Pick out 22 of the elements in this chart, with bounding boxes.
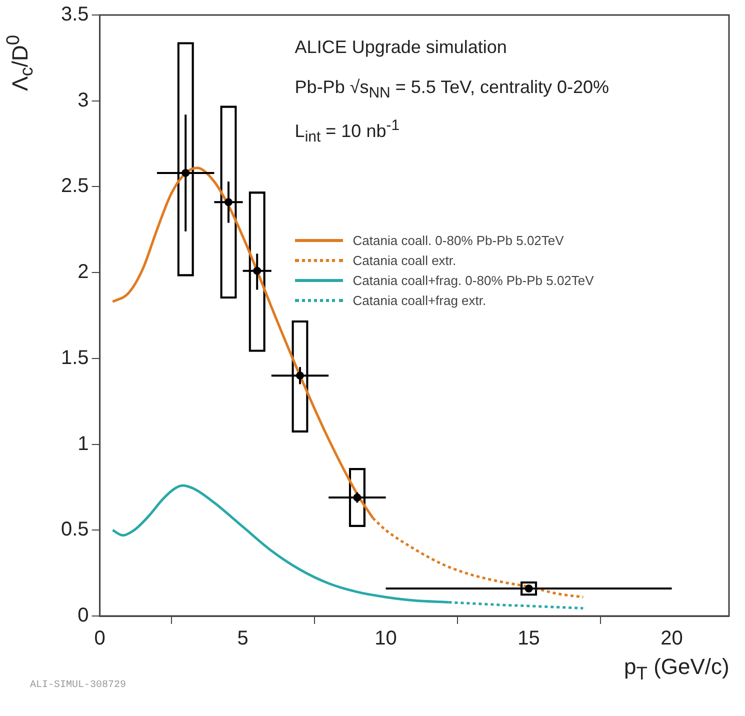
x-tick-label: 15	[518, 628, 540, 650]
legend-label: Catania coall+frag. 0-80% Pb-Pb 5.02TeV	[352, 272, 594, 288]
y-tick-label: 1	[78, 432, 89, 455]
x-tick-label: 5	[237, 628, 248, 650]
x-tick-label: 20	[660, 628, 683, 650]
x-tick-label: 0	[94, 628, 106, 650]
annotation: L$_{int}$ = 10 nb$^{-1}$	[294, 117, 400, 146]
y-tick-label: 2.5	[60, 175, 89, 198]
y-tick-label: 2	[78, 261, 89, 284]
y-tick-label: 0.5	[60, 518, 89, 541]
x-tick-label: 10	[374, 628, 397, 650]
legend-label: Catania coall. 0-80% Pb-Pb 5.02TeV	[352, 232, 564, 248]
legend-label: Catania coall extr.	[352, 252, 456, 268]
y-tick-label: 3	[78, 89, 89, 112]
x-axis-title: p$_{T}$ (GeV/c)	[624, 654, 730, 684]
annotation: ALICE Upgrade simulation	[294, 37, 507, 58]
annotation: Pb-Pb √s$_{NN}$ = 5.5 TeV, centrality 0-20%	[294, 77, 610, 102]
legend-label: Catania coall+frag extr.	[352, 292, 486, 308]
y-tick-label: 0	[78, 604, 89, 627]
y-tick-label: 3.5	[60, 4, 89, 26]
y-tick-label: 1.5	[60, 346, 89, 369]
text: ALI-SIMUL-308729	[30, 680, 126, 691]
